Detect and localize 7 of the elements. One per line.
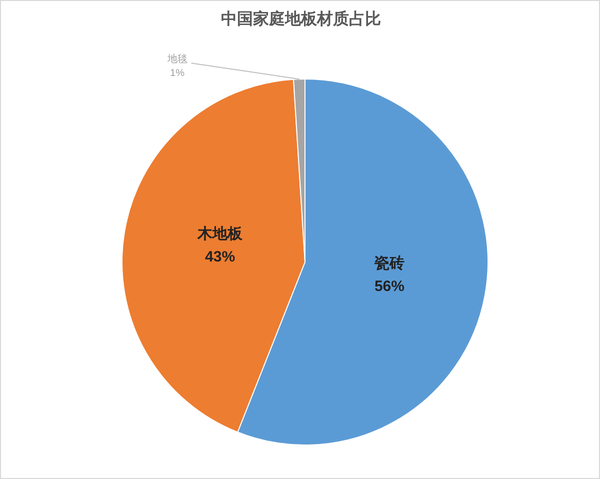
- data-label: 56%: [374, 278, 404, 296]
- slice-label: 地毯: [166, 53, 188, 66]
- slice-label: 木地板: [196, 226, 244, 243]
- data-label: 43%: [205, 248, 236, 266]
- data-label: 1%: [170, 68, 185, 80]
- slice-label: 瓷砖: [373, 255, 404, 272]
- chart-title: 中国家庭地板材质占比: [220, 9, 382, 30]
